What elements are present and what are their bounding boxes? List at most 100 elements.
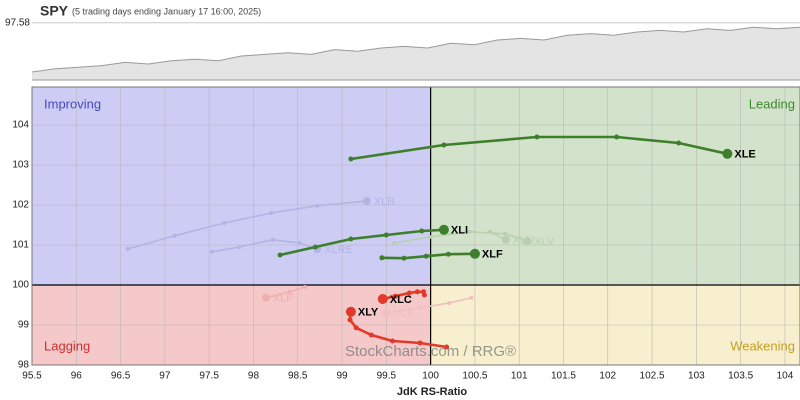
series-label: XLU <box>513 235 534 247</box>
x-tick-label: 96 <box>71 371 83 382</box>
tail-point <box>379 255 385 261</box>
tail-line <box>279 228 444 257</box>
quadrant <box>430 87 800 285</box>
tail-point <box>423 253 429 259</box>
tail-point <box>441 142 447 148</box>
quadrant-label: Weakening <box>730 338 795 353</box>
tail-point <box>419 228 425 234</box>
tail-point <box>392 241 397 245</box>
series-label: XLC <box>390 294 412 306</box>
tail-point <box>270 237 275 242</box>
tail-point <box>447 301 452 305</box>
x-tick-label: 101.5 <box>551 371 576 382</box>
y-tick-label: 98 <box>18 360 30 371</box>
tail-point <box>406 290 412 296</box>
tail-point <box>503 231 508 236</box>
head-point <box>345 306 356 317</box>
tail-point <box>417 340 423 346</box>
series-label: XLE <box>734 149 755 161</box>
tail-point <box>353 325 359 331</box>
x-tick-label: 102.5 <box>640 371 665 382</box>
spy-title: SPY <box>40 3 69 19</box>
tail-point <box>392 293 398 299</box>
tail-point <box>445 251 451 257</box>
y-tick-label: 102 <box>12 200 29 211</box>
tail-point <box>348 156 354 162</box>
tail-point <box>534 134 540 140</box>
spy-line <box>32 26 800 73</box>
head-point <box>438 224 449 235</box>
tail-point <box>414 289 420 295</box>
y-tick-label: 97.58 <box>5 17 30 28</box>
x-tick-label: 101 <box>511 371 528 382</box>
series-label: XLV <box>534 236 555 248</box>
x-tick-label: 99.5 <box>377 371 397 382</box>
tail-point <box>347 317 353 323</box>
quadrant <box>32 87 431 285</box>
plot-border <box>31 86 800 366</box>
tail-point <box>427 235 432 239</box>
head-point <box>362 197 371 205</box>
series-label: XLB <box>374 196 395 208</box>
x-tick-label: 98.5 <box>288 371 308 382</box>
x-tick-label: 103 <box>688 371 705 382</box>
series-label: XLP <box>273 293 294 305</box>
tail-point <box>302 285 307 289</box>
y-tick-label: 103 <box>12 160 29 171</box>
head-point <box>261 293 270 302</box>
tail-line <box>350 135 728 161</box>
tail-line <box>386 297 472 314</box>
x-tick-label: 102 <box>599 371 616 382</box>
series-label: XLY <box>358 307 379 319</box>
head-point <box>501 235 510 244</box>
tail-line <box>127 200 367 250</box>
x-tick-label: 98 <box>248 371 260 382</box>
tail-point <box>487 229 492 234</box>
spy-area <box>32 27 800 80</box>
tail-point <box>469 295 474 300</box>
tail-point <box>676 140 682 146</box>
x-tick-label: 103.5 <box>728 371 753 382</box>
tail-point <box>287 289 292 294</box>
x-tick-label: 96.5 <box>111 371 131 382</box>
head-point <box>469 248 480 259</box>
tail-point <box>209 249 214 254</box>
tail-point <box>312 244 318 250</box>
x-tick-label: 99 <box>336 371 348 382</box>
head-point <box>523 237 532 245</box>
head-point <box>377 294 388 304</box>
tail-point <box>277 252 283 258</box>
series-label: XLI <box>451 225 468 237</box>
quadrant-label: Improving <box>44 96 101 111</box>
x-axis-label: JdK RS-Ratio <box>397 386 468 398</box>
tail-point <box>417 305 422 310</box>
tail-point <box>297 241 302 245</box>
tail-point <box>125 247 130 251</box>
tail-point <box>421 289 427 295</box>
tail-point <box>315 203 320 208</box>
tail-point <box>383 232 389 238</box>
series-label: XLRE <box>324 244 353 256</box>
tail-point <box>172 233 177 238</box>
tail-point <box>222 221 227 225</box>
tail-point <box>614 134 620 140</box>
quadrant-label: Leading <box>749 96 795 111</box>
tail-point <box>467 229 472 234</box>
y-tick-label: 101 <box>12 240 29 251</box>
tail-point <box>237 245 242 249</box>
x-tick-label: 100.5 <box>462 371 487 382</box>
x-tick-label: 95.5 <box>22 371 42 382</box>
y-tick-label: 104 <box>12 120 29 131</box>
head-point <box>722 148 733 159</box>
head-point <box>382 309 391 317</box>
tail-point <box>269 211 274 215</box>
x-tick-label: 100 <box>422 371 439 382</box>
spy-subtitle: (5 trading days ending January 17 16:00,… <box>72 6 261 16</box>
y-tick-label: 100 <box>12 280 29 291</box>
tail-point <box>368 332 374 338</box>
tail-point <box>444 344 450 350</box>
quadrant-label: Lagging <box>44 338 90 353</box>
series-label: XLK <box>393 308 414 320</box>
x-tick-label: 97 <box>159 371 171 382</box>
